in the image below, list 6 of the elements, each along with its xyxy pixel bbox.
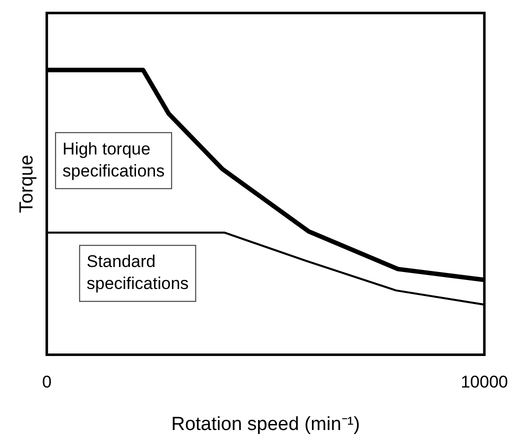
x-axis-title: Rotation speed (min⁻¹) xyxy=(171,414,360,435)
series-label: Standard specifications xyxy=(86,252,189,294)
y-axis-title: Torque xyxy=(16,154,38,213)
series-label: High torque specifications xyxy=(62,139,165,180)
x-tick-label: 0 xyxy=(42,372,52,392)
x-tick-label: 10000 xyxy=(460,372,508,392)
